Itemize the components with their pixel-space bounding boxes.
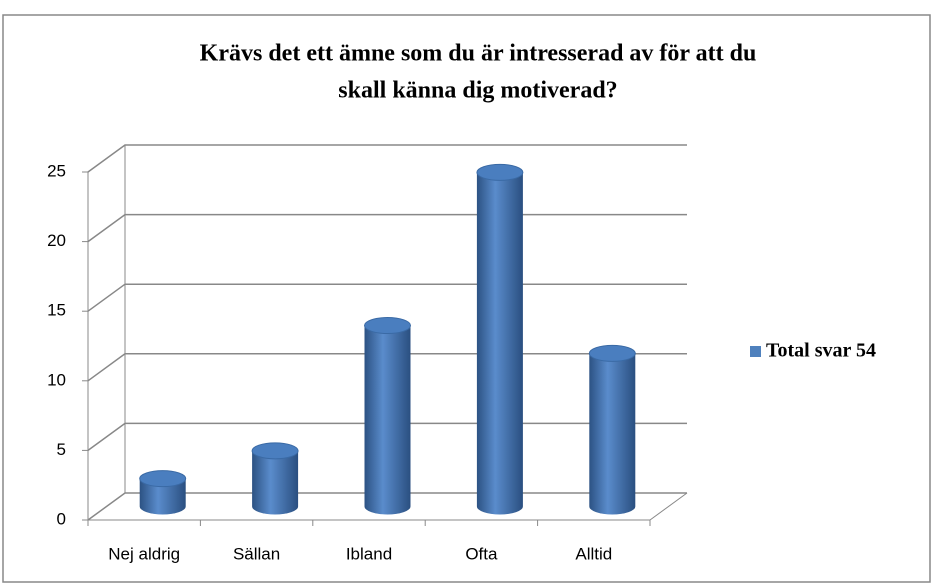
chart-title: Krävs det ett ämne som du är intresserad… <box>200 41 757 67</box>
bar-top <box>139 470 187 488</box>
bar-top <box>364 317 411 335</box>
x-tick-label: Ibland <box>346 544 392 563</box>
bar-top <box>476 163 524 181</box>
y-tick-label: 0 <box>57 509 66 528</box>
y-tick-label: 20 <box>47 231 66 250</box>
y-tick-label: 15 <box>47 301 66 320</box>
y-tick-label: 10 <box>47 370 66 389</box>
bar <box>589 353 636 515</box>
bar-top <box>588 344 636 362</box>
axis-line <box>649 492 688 521</box>
plot-area: 0 5 10 15 20 25 Nej aldrig Sällan Ibland Ofta Allt… <box>47 144 876 563</box>
grid-line <box>87 144 687 173</box>
y-tick-label: 25 <box>47 161 66 180</box>
x-tick-label: Ofta <box>465 544 498 563</box>
bar <box>364 325 411 515</box>
x-tick-label: Sällan <box>233 544 280 563</box>
chart-title: skall känna dig motiverad? <box>338 78 617 104</box>
y-tick-label: 5 <box>57 440 66 459</box>
bar-top <box>251 442 299 460</box>
legend-label: Total svar 54 <box>766 340 876 362</box>
x-tick-label: Nej aldrig <box>108 544 180 563</box>
bar <box>252 450 299 515</box>
bar <box>139 478 186 515</box>
bar <box>476 172 523 515</box>
x-tick-label: Alltid <box>575 544 612 563</box>
legend-swatch <box>750 346 761 357</box>
